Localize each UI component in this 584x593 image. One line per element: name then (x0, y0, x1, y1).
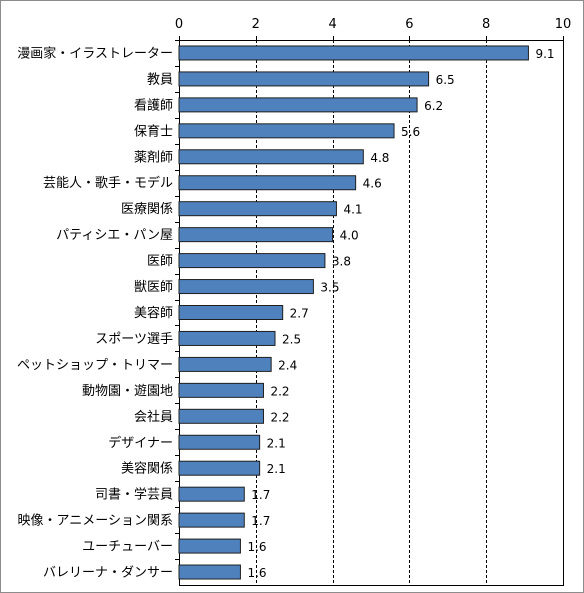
category-label: バレリーナ・ダンサー (43, 566, 173, 581)
bar (178, 201, 337, 217)
data-label: 4.1 (343, 203, 362, 217)
category-label: スポーツ選手 (95, 332, 173, 347)
category-label: 美容関係 (121, 461, 173, 477)
bar (178, 408, 264, 424)
bar (178, 97, 418, 113)
category-label: デザイナー (108, 435, 173, 451)
bar (178, 279, 314, 295)
data-label: 1.6 (247, 566, 266, 580)
category-label: 医療関係 (121, 202, 173, 217)
data-label: 2.7 (290, 307, 309, 321)
category-label: 漫画家・イラストレーター (17, 45, 173, 61)
category-label: ペットショップ・トリマー (17, 358, 173, 373)
category-label: 美容師 (134, 305, 173, 321)
category-label: 芸能人・歌手・モデル (43, 175, 173, 191)
data-label: 5.6 (401, 125, 420, 139)
x-tick-label: 4 (328, 17, 336, 32)
data-label: 2.1 (267, 436, 286, 450)
bar (178, 71, 430, 87)
bar (178, 330, 276, 346)
bar (178, 434, 261, 450)
data-label: 6.2 (424, 99, 443, 113)
data-label: 4.8 (370, 151, 389, 165)
category-label: 教員 (147, 71, 173, 87)
bar (178, 538, 241, 554)
bar (178, 356, 272, 372)
data-label: 2.4 (278, 358, 297, 372)
value-labels: 9.1 6.5 6.2 5.6 4.8 4.64.1 4.0 3.8 3.5 2.7 2.5 2.4 2… (247, 47, 554, 580)
x-tick-label: 10 (555, 17, 572, 32)
data-label: 9.1 (535, 47, 554, 61)
data-label: 2.2 (270, 384, 289, 398)
category-label: 動物園・遊園地 (82, 384, 173, 399)
category-label: 司書・学芸員 (95, 487, 173, 503)
x-tick-label: 0 (175, 17, 183, 32)
category-label: 保育士 (134, 123, 173, 139)
data-label: 2.5 (282, 332, 301, 346)
category-label: 映像・アニメーション関系 (18, 514, 173, 529)
category-label: パティシエ・パン屋 (56, 228, 173, 243)
bar (178, 460, 261, 476)
x-tick-label: 6 (405, 17, 413, 32)
data-label: 1.7 (251, 514, 270, 528)
bar (178, 175, 357, 191)
data-label: 4.6 (363, 177, 382, 191)
category-label: 医師 (147, 254, 173, 269)
bar (178, 512, 245, 528)
data-label: 2.2 (270, 410, 289, 424)
bars (178, 45, 529, 580)
category-label: 薬剤師 (134, 149, 173, 165)
bar (178, 253, 326, 269)
bar (178, 486, 245, 502)
data-label: 6.5 (436, 73, 455, 87)
bar (178, 45, 529, 61)
category-label: 看護師 (134, 97, 173, 113)
data-label: 3.5 (320, 281, 339, 295)
bar (178, 123, 395, 139)
data-label: 3.8 (332, 255, 351, 269)
bar (178, 564, 241, 580)
category-labels: 漫画家・イラストレーター教員看護師保育士薬剤師芸能人・歌手・モデル医療関係パティ… (17, 45, 173, 580)
data-label: 1.7 (251, 488, 270, 502)
bar (178, 382, 264, 398)
data-label: 4.0 (340, 229, 359, 243)
category-label: 会社員 (134, 409, 173, 425)
x-tick-label: 8 (482, 17, 490, 32)
data-label: 2.1 (267, 462, 286, 476)
category-label: ユーチューバー (82, 540, 173, 555)
x-tick-labels: 0 2 4 6 8 10 (175, 17, 571, 32)
x-tick-label: 2 (252, 17, 260, 32)
data-label: 1.6 (247, 540, 266, 554)
bar (178, 227, 334, 243)
bar (178, 305, 284, 320)
category-label: 獣医師 (134, 280, 173, 295)
bar (178, 149, 364, 165)
